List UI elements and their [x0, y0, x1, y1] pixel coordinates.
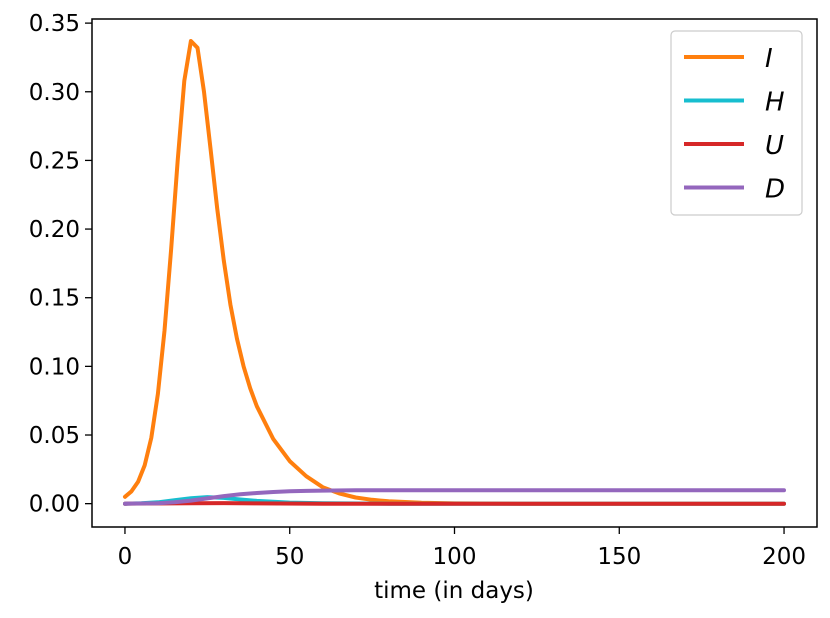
y-tick-label: 0.35 — [29, 11, 80, 37]
legend-label-h: H — [765, 88, 785, 118]
y-tick-label: 0.30 — [29, 80, 80, 106]
y-tick-label: 0.10 — [29, 354, 80, 380]
legend-box — [670, 30, 803, 216]
x-axis: 0 50 100 150 200 — [118, 527, 806, 570]
legend-label-i: I — [765, 44, 773, 74]
legend-label-u: U — [765, 131, 784, 161]
y-tick-label: 0.20 — [29, 217, 80, 243]
y-tick-label: 0.05 — [29, 423, 80, 449]
x-tick-label: 200 — [762, 544, 806, 570]
series-layer — [123, 39, 786, 506]
y-tick-label: 0.00 — [29, 492, 80, 518]
y-axis: 0.00 0.05 0.10 0.15 0.20 0.25 0.30 0.35 — [29, 11, 92, 518]
x-axis-label: time (in days) — [374, 578, 534, 604]
x-tick-label: 100 — [433, 544, 477, 570]
y-tick-label: 0.25 — [29, 148, 80, 174]
x-tick-label: 150 — [597, 544, 641, 570]
legend-label-d: D — [765, 175, 785, 205]
series-line-i — [123, 39, 786, 506]
y-tick-label: 0.15 — [29, 286, 80, 312]
x-tick-label: 50 — [275, 544, 304, 570]
x-tick-label: 0 — [118, 544, 133, 570]
series-line-d — [123, 488, 786, 506]
series-line-u — [123, 501, 786, 506]
